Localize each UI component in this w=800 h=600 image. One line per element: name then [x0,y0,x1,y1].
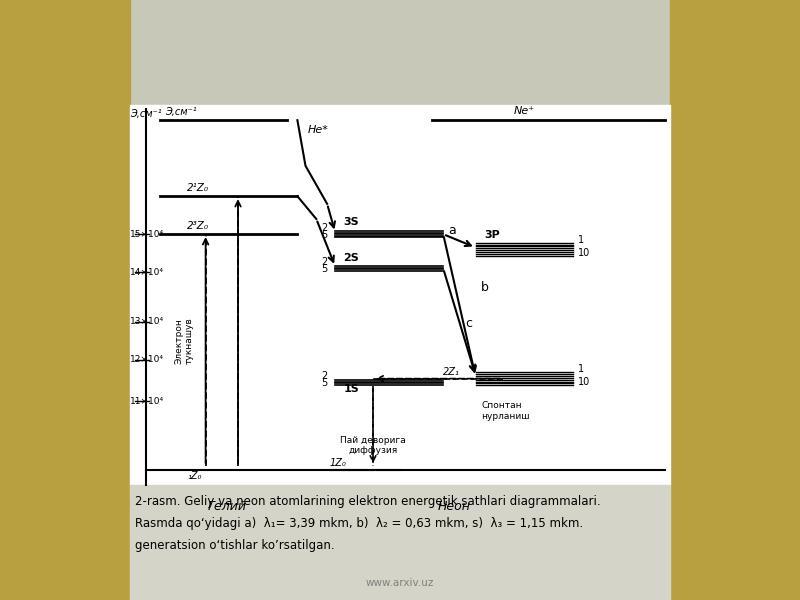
Text: 1: 1 [578,235,584,245]
Text: 5: 5 [321,230,327,240]
Text: 1S: 1S [343,384,359,394]
Text: Rasmda qo‘yidagi a)  λ₁= 3,39 mkm, b)  λ₂ = 0,63 mkm, s)  λ₃ = 1,15 mkm.: Rasmda qo‘yidagi a) λ₁= 3,39 mkm, b) λ₂ … [135,517,583,530]
Text: 2: 2 [321,371,327,382]
Text: Спонтан
нурланиш: Спонтан нурланиш [481,401,530,421]
Text: 2: 2 [321,257,327,268]
Text: 2Z₁: 2Z₁ [443,367,460,377]
Text: 2: 2 [321,223,327,233]
Text: 1: 1 [578,364,584,374]
Text: generatsion o‘tishlar ko’rsatilgan.: generatsion o‘tishlar ko’rsatilgan. [135,539,334,552]
Text: Э,см⁻¹: Э,см⁻¹ [165,107,197,117]
Text: 2S: 2S [343,253,359,263]
Text: Гелий: Гелий [208,500,246,513]
Text: Э,см⁻¹: Э,см⁻¹ [130,109,162,119]
Text: Ne⁺: Ne⁺ [514,106,534,116]
Text: 11×10⁴: 11×10⁴ [130,397,164,406]
Text: 2¹Z₀: 2¹Z₀ [186,183,209,193]
Bar [0,0,130,600]
Text: www.arxiv.uz: www.arxiv.uz [366,578,434,588]
Text: 5: 5 [321,378,327,388]
Text: 1Z₀: 1Z₀ [330,458,346,468]
Text: 2³Z₀: 2³Z₀ [186,221,209,231]
Bar [670,0,800,600]
Text: 10: 10 [578,248,590,258]
Text: ₁Z₀: ₁Z₀ [188,471,202,481]
Text: a: a [449,224,456,237]
Text: Пай деворига
диффузия: Пай деворига диффузия [340,436,406,455]
Text: b: b [481,281,489,294]
Text: 5: 5 [321,264,327,274]
Text: 12×10⁴: 12×10⁴ [130,355,164,364]
Bar [130,105,670,485]
Text: Неон: Неон [438,500,470,513]
Text: Электрон
тукнашув: Электрон тукнашув [174,317,194,364]
Text: 15×10⁴: 15×10⁴ [130,230,164,239]
Text: 10: 10 [578,377,590,388]
Text: 3S: 3S [343,217,359,227]
Text: He*: He* [308,125,329,135]
Text: 3P: 3P [484,230,500,240]
Text: 13×10⁴: 13×10⁴ [130,317,164,326]
Text: c: c [465,317,472,330]
Text: 14×10⁴: 14×10⁴ [130,268,164,277]
Bar [130,485,670,600]
Text: 2-rasm. Geliy va neon atomlarining elektron energetik sathlari diagrammalari.: 2-rasm. Geliy va neon atomlarining elekt… [135,495,601,508]
